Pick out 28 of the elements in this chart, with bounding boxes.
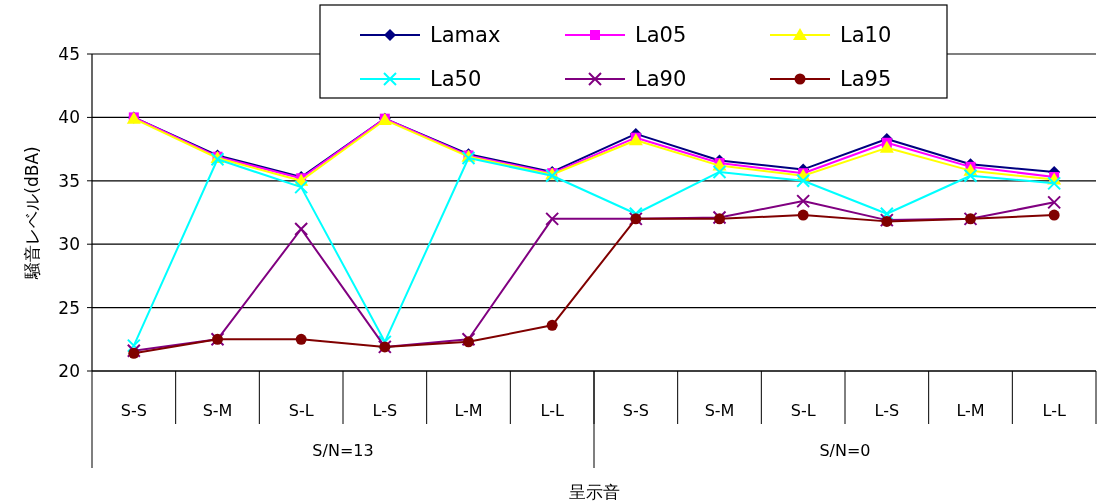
x-tick-label: S-L (288, 400, 314, 420)
y-axis-title: 騒音レベル(dBA) (21, 146, 42, 280)
x-tick-label: S-L (790, 400, 816, 420)
x-tick-label: S-M (704, 400, 735, 420)
x-tick-label: L-S (372, 400, 398, 420)
x-tick-label: L-L (540, 400, 564, 420)
legend-label: La50 (430, 67, 482, 92)
x-tick-label: L-L (1042, 400, 1066, 420)
x-tick-label: S-S (120, 400, 147, 420)
x-tick-label: S-S (622, 400, 649, 420)
legend-label: La10 (840, 23, 892, 48)
y-tick-label: 40 (58, 107, 80, 128)
legend-label: Lamax (430, 23, 501, 48)
text: S/N=13 (312, 440, 374, 460)
x-tick-label: L-S (874, 400, 900, 420)
y-tick-label: 25 (58, 297, 80, 318)
x-tick-label: S-M (202, 400, 233, 420)
y-tick-label: 30 (58, 234, 80, 255)
legend-label: La95 (840, 67, 892, 92)
x-tick-label: L-M (454, 400, 483, 420)
x-axis-title: 呈示音 (568, 481, 620, 502)
y-tick-label: 45 (58, 43, 80, 64)
text: S/N=0 (819, 440, 871, 460)
y-tick-label: 20 (58, 360, 80, 381)
legend-label: La05 (635, 23, 687, 48)
y-tick-label: 35 (58, 170, 80, 191)
legend-label: La90 (635, 67, 687, 92)
x-tick-label: L-M (956, 400, 985, 420)
